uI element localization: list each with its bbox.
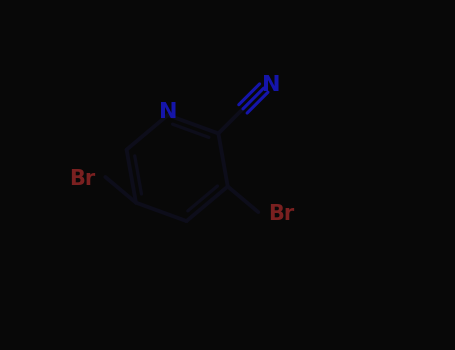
Text: Br: Br (268, 204, 294, 224)
Text: N: N (158, 102, 177, 122)
Text: N: N (262, 75, 281, 95)
Text: Br: Br (69, 169, 96, 189)
